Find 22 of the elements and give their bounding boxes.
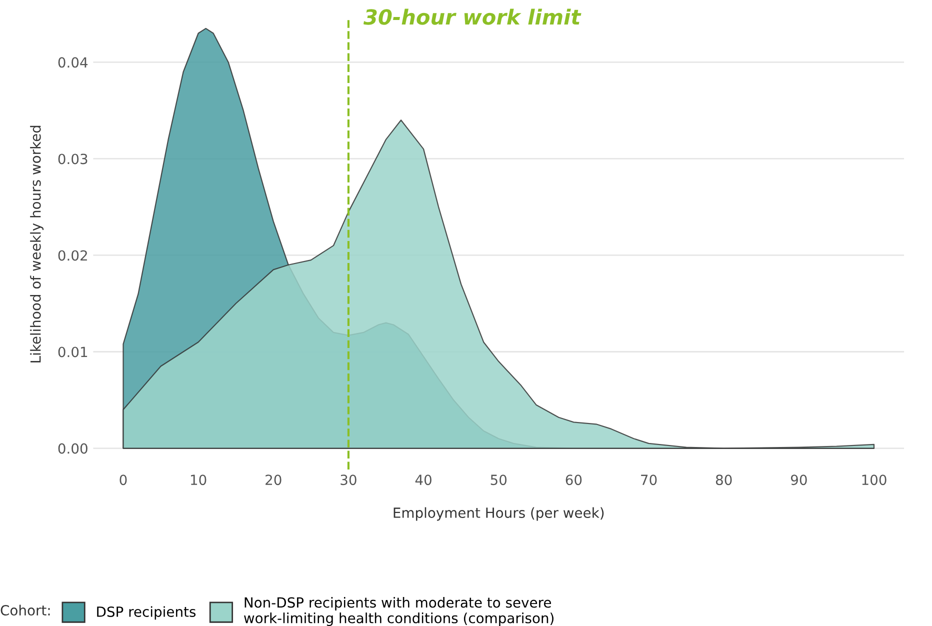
y-tick-label: 0.00 — [58, 443, 88, 454]
x-axis-title: Employment Hours (per week) — [394, 507, 604, 521]
x-tick-label: 10 — [191, 474, 206, 486]
x-tick-label: 70 — [641, 474, 657, 486]
x-tick-label: 40 — [415, 474, 432, 486]
x-tick-label: 30 — [340, 474, 356, 486]
x-tick-label: 80 — [716, 474, 732, 486]
legend-label: DSP recipients — [97, 606, 196, 620]
legend-title: Cohort: — [0, 604, 50, 616]
x-tick-label: 0 — [120, 474, 127, 486]
x-tick-label: 20 — [266, 474, 282, 486]
y-axis-title: Likelihood of weekly hours worked — [30, 126, 44, 362]
ref-line-label: 30-hour work limit — [363, 8, 582, 25]
x-tick-label: 90 — [790, 474, 807, 486]
legend-label: Non-DSP recipients with moderate to severe work-limiting health conditions (comparison) — [244, 597, 554, 626]
x-tick-label: 50 — [490, 474, 507, 486]
y-tick-label: 0.03 — [58, 154, 88, 164]
y-tick-label: 0.02 — [58, 250, 87, 261]
y-tick-label: 0.04 — [58, 57, 88, 68]
x-tick-label: 100 — [862, 474, 886, 486]
y-tick-label: 0.01 — [58, 346, 88, 358]
x-tick-label: 60 — [566, 474, 582, 486]
